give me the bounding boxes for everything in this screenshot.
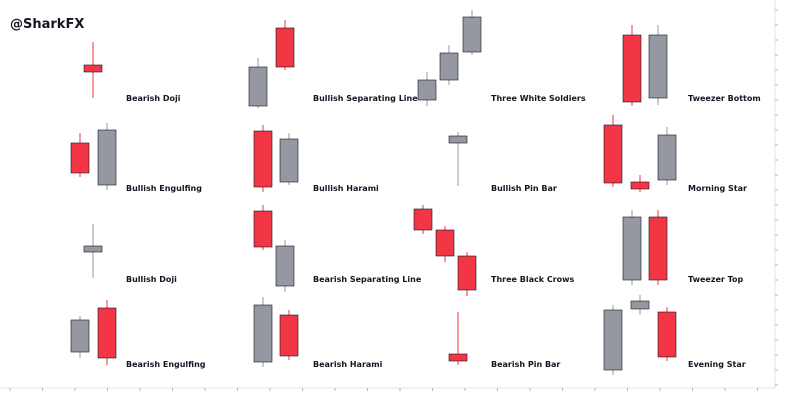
candle-body (97, 307, 117, 359)
candle-body (603, 124, 623, 184)
candle-body (622, 34, 642, 103)
pattern-label: Bearish Pin Bar (491, 360, 560, 369)
pattern-label: Bullish Harami (313, 184, 379, 193)
candle-body (253, 130, 273, 188)
candle-body (275, 245, 295, 287)
candle-body (657, 311, 677, 358)
candle-body (253, 210, 273, 248)
pattern-label: Morning Star (688, 184, 747, 193)
pattern-label: Tweezer Top (688, 275, 744, 284)
candle-body (413, 208, 433, 231)
candle-body (248, 66, 268, 107)
pattern-label: Bearish Doji (126, 94, 181, 103)
candle-body (462, 16, 482, 53)
candle-body (435, 229, 455, 257)
candle-body (275, 27, 295, 68)
pattern-label: Bearish Separating Line (313, 275, 422, 284)
pattern-label: Bullish Separating Line (313, 94, 418, 103)
pattern-label: Three Black Crows (491, 275, 575, 284)
candle-body (83, 245, 103, 253)
pattern-label: Bullish Pin Bar (491, 184, 557, 193)
pattern-label: Bullish Engulfing (126, 184, 202, 193)
candle-body (448, 353, 468, 362)
candle-body (603, 309, 623, 371)
candle-body (630, 181, 650, 190)
candle-body (97, 129, 117, 186)
candle-body (648, 34, 668, 99)
candle-body (70, 319, 90, 353)
pattern-label: Bearish Engulfing (126, 360, 206, 369)
watermark: @SharkFX (10, 17, 84, 32)
pattern-label: Bearish Harami (313, 360, 383, 369)
candle-body (448, 135, 468, 144)
candle-body (622, 216, 642, 281)
pattern-label: Three White Soldiers (491, 94, 586, 103)
candle-body (648, 216, 668, 281)
candle-body (457, 255, 477, 291)
candle-body (439, 52, 459, 81)
candle-body (657, 134, 677, 181)
candle-body (630, 300, 650, 310)
candle-body (279, 314, 299, 357)
candle-body (70, 142, 90, 174)
candle-body (83, 64, 103, 73)
pattern-label: Evening Star (688, 360, 746, 369)
candle-body (417, 79, 437, 101)
candle-body (279, 138, 299, 183)
candle-body (253, 304, 273, 363)
pattern-label: Tweezer Bottom (688, 94, 761, 103)
pattern-label: Bullish Doji (126, 275, 177, 284)
